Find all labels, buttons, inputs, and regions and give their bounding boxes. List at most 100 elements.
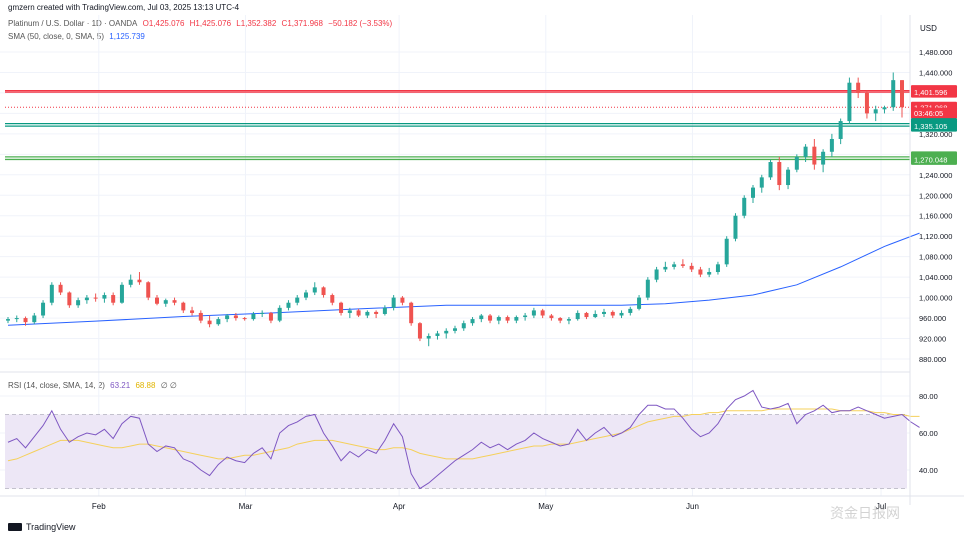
candle-21 (190, 306, 195, 316)
ohlc-change: −50.182 (−3.53%) (328, 19, 393, 28)
candle-body (382, 307, 387, 314)
price-tick-label: 1,240.000 (919, 171, 952, 180)
price-chart[interactable]: 1,480.0001,440.0001,400.0001,360.0001,32… (0, 0, 964, 520)
candle-body (146, 282, 151, 298)
candle-62 (549, 313, 554, 321)
candle-body (277, 307, 282, 321)
candle-body (829, 138, 834, 152)
rsi-line (7, 389, 920, 490)
sma-line: SMA (50, close, 0, SMA, 5) 1,125.739 (8, 32, 148, 41)
candle-18 (163, 298, 168, 307)
candle-3 (32, 312, 37, 325)
rsi-sma-line (7, 408, 920, 462)
price-tick-label: 1,080.000 (919, 253, 952, 262)
price-label-7: 1,270.048 (911, 153, 957, 165)
candle-71 (628, 306, 633, 316)
candle-99 (873, 105, 878, 122)
watermark-text: 资金日报网 (830, 505, 900, 520)
candle-47 (417, 322, 422, 342)
candle-95 (838, 118, 843, 145)
candle-48 (426, 333, 431, 347)
candle-body (584, 312, 589, 318)
candle-body (707, 272, 712, 275)
candle-body (23, 318, 28, 323)
rsi-sma-value: 68.88 (135, 381, 156, 390)
candle-66 (584, 311, 589, 320)
rsi-label[interactable]: RSI (14, close, SMA, 14, 2) (8, 381, 105, 390)
candle-body (602, 311, 606, 314)
candle-body (619, 312, 624, 316)
candle-body (260, 312, 265, 314)
candle-body (777, 162, 782, 186)
candle-84 (742, 195, 747, 219)
candle-body (715, 264, 720, 273)
ohlc-open: O1,425.076 (142, 19, 185, 28)
candle-body (119, 284, 124, 303)
sma-label[interactable]: SMA (50, close, 0, SMA, 5) (8, 32, 105, 41)
candle-body (356, 310, 361, 316)
candle-8 (76, 297, 81, 308)
candle-body (163, 300, 168, 304)
price-label-3: 03:46:05 (911, 107, 957, 119)
candle-33 (295, 295, 300, 306)
candle-67 (593, 310, 598, 319)
price-label-text: 03:46:05 (914, 109, 943, 118)
candle-37 (330, 293, 335, 306)
candle-body (523, 315, 528, 318)
ohlc-high: H1,425.076 (189, 19, 232, 28)
candle-15 (137, 272, 142, 285)
price-label-text: 1,270.048 (914, 155, 947, 164)
candle-44 (391, 295, 396, 311)
candle-32 (286, 300, 291, 311)
candle-36 (321, 286, 326, 298)
candle-40 (356, 308, 361, 318)
candle-body (225, 315, 230, 320)
candle-body (470, 319, 475, 324)
candle-body (365, 311, 370, 316)
candle-14 (128, 274, 133, 288)
candle-body (426, 335, 431, 339)
candle-body (786, 169, 791, 186)
candle-19 (172, 297, 177, 306)
candle-body (900, 80, 904, 108)
candle-91 (803, 144, 808, 163)
symbol-name[interactable]: Platinum / U.S. Dollar · 1D · OANDA (8, 19, 138, 28)
candle-26 (233, 312, 238, 321)
rsi-tick-label: 40.00 (919, 466, 938, 475)
candle-34 (304, 289, 308, 301)
candle-57 (505, 315, 510, 324)
candle-body (49, 284, 54, 303)
candle-body (856, 82, 861, 93)
candle-body (84, 297, 89, 301)
candle-10 (93, 293, 98, 302)
price-tick-label: 1,480.000 (919, 48, 952, 57)
candle-body (645, 279, 650, 298)
price-tick-label: 1,040.000 (919, 273, 952, 282)
candle-body (453, 328, 457, 331)
candle-body (155, 297, 159, 304)
candle-90 (794, 154, 799, 173)
candle-89 (786, 167, 791, 190)
candle-63 (558, 317, 563, 324)
candle-35 (312, 282, 317, 296)
candle-body (391, 297, 396, 308)
candle-102 (900, 80, 904, 118)
candle-body (93, 297, 98, 299)
candle-94 (829, 133, 834, 157)
candle-body (295, 297, 300, 303)
candle-17 (155, 295, 159, 306)
candle-body (680, 264, 685, 266)
candle-9 (84, 295, 89, 304)
rsi-header: RSI (14, close, SMA, 14, 2) 63.21 68.88 … (8, 381, 180, 390)
price-tick-label: 1,320.000 (919, 130, 952, 139)
candle-6 (58, 282, 63, 296)
candle-27 (242, 317, 247, 321)
candle-body (190, 310, 195, 313)
candle-85 (751, 185, 755, 203)
candle-body (14, 318, 19, 320)
candle-body (268, 312, 273, 321)
candle-97 (856, 77, 861, 99)
candle-80 (707, 267, 712, 278)
candle-body (751, 187, 755, 198)
candle-41 (365, 310, 370, 319)
